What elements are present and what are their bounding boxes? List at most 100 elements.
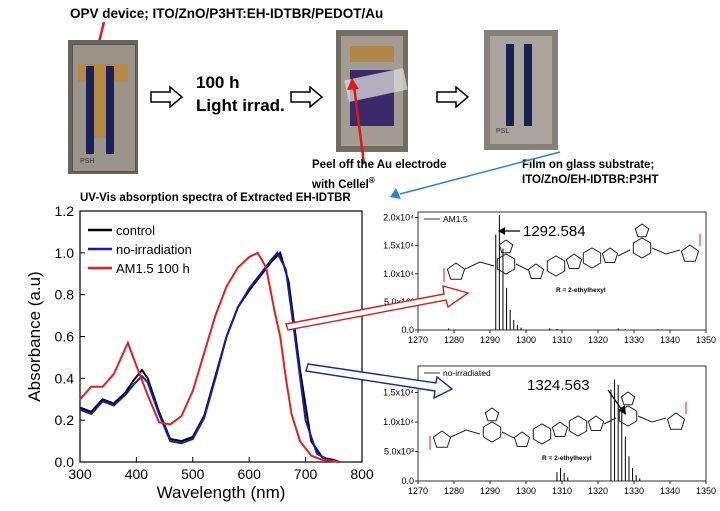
ms-xtick-label: 1320 [588, 335, 608, 345]
thiophene-ring-left [527, 263, 545, 279]
uvvis-xtick-label: 700 [294, 466, 318, 482]
ms-xtick-label: 1300 [516, 486, 536, 496]
rhodanine-ring-left [446, 262, 466, 280]
peel-caption-line2: with Cellel [312, 178, 369, 191]
uvvis-title: UV-Vis absorption spectra of Extracted E… [80, 192, 351, 204]
uvvis-ytick-label: 0.4 [55, 370, 75, 386]
ms-ytick-label: 5.0x10³ [384, 447, 414, 457]
ms-legend-label: AM1.5 [443, 214, 468, 224]
ms-xtick-label: 1310 [552, 335, 572, 345]
vinyl-link-right [637, 415, 667, 423]
uvvis-series-line [79, 251, 340, 463]
link-1 [515, 263, 529, 271]
vinyl-link-left [450, 429, 481, 438]
ms-xtick-label: 1340 [660, 486, 680, 496]
film-caption-line2: ITO/ZnO/EH-IDTBR:P3HT [522, 174, 659, 186]
ms-xtick-label: 1290 [480, 486, 500, 496]
ms-ytick-label: 1.5x10⁴ [383, 388, 414, 398]
rhodanine-ring-right [666, 412, 686, 430]
ms-peak-label: 1292.584 [523, 223, 586, 240]
ms-ytick-label: 0.0 [401, 325, 414, 335]
thiadiazole-ring-right [620, 391, 636, 406]
photo-opv-device: PSH [68, 40, 138, 174]
step1-line1: 100 h [196, 73, 240, 92]
photo3-corner-text: PSL [496, 128, 510, 135]
benzothiadiazole-ring-left [496, 253, 516, 275]
ms-xtick-label: 1350 [696, 486, 716, 496]
link-2 [617, 249, 631, 257]
ms-xtick-label: 1330 [624, 335, 644, 345]
photo1-corner-text: PSH [80, 158, 95, 165]
thiophene-ring-right [587, 415, 605, 431]
uvvis-ytick-label: 0.8 [55, 287, 75, 303]
thiadiazole-ring-left [498, 239, 514, 254]
molecule-structure-no-irradiated [429, 391, 687, 450]
uvvis-xtick-label: 400 [125, 466, 149, 482]
process-arrow-2 [290, 86, 324, 108]
uvvis-legend-label: no-irradiation [116, 242, 192, 257]
uvvis-legend-label: AM1.5 100 h [116, 261, 190, 276]
ms-xtick-label: 1280 [444, 335, 464, 345]
step1-line2: Light irrad. [196, 96, 285, 115]
peel-pointer-arrow [347, 78, 366, 165]
benzothiadiazole-ring-right [632, 237, 652, 259]
photo-film-substrate: PSL [484, 30, 558, 150]
film-caption: Film on glass substrate; ITO/ZnO/EH-IDTB… [522, 158, 659, 188]
molecule-structure-am15 [443, 223, 701, 282]
uvvis-ytick-label: 1.0 [55, 245, 75, 261]
process-arrow-3 [436, 86, 470, 108]
thiophene-ring-left [513, 431, 531, 447]
peel-caption: Peel off the Au electrode with Cellel® [312, 158, 446, 193]
substituent-label: R = 2-ethylhexyl [556, 287, 606, 294]
ms-xtick-label: 1290 [480, 335, 500, 345]
uvvis-ylabel: Absorbance (a.u) [25, 271, 44, 401]
vinyl-link-left [464, 261, 495, 270]
ms-ytick-label: 0.0 [401, 476, 414, 486]
ms-xtick-label: 1350 [696, 335, 716, 345]
ms-xtick-label: 1300 [516, 335, 536, 345]
uvvis-xtick-label: 800 [350, 466, 374, 482]
film-caption-line1: Film on glass substrate; [522, 159, 655, 171]
ms-xtick-label: 1280 [444, 486, 464, 496]
photo-peeling [336, 30, 408, 152]
link-2 [603, 417, 617, 425]
device-label: OPV device; ITO/ZnO/P3HT:EH-IDTBR/PEDOT/… [70, 6, 384, 21]
substituent-label: R = 2-ethylhexyl [542, 455, 592, 462]
rhodanine-ring-right [680, 244, 700, 262]
ms-legend-label: no-irradiated [443, 368, 491, 378]
indacene-ring-2 [551, 421, 569, 437]
ms-ytick-label: 2.0x10⁴ [383, 213, 414, 223]
uvvis-series-line [79, 251, 340, 463]
uvvis-ytick-label: 0.2 [55, 412, 75, 428]
blue-connecting-arrow [305, 363, 454, 400]
uvvis-xtick-label: 600 [238, 466, 262, 482]
benzothiadiazole-ring-left [482, 421, 502, 443]
uvvis-xtick-label: 500 [181, 466, 205, 482]
rhodanine-ring-left [432, 430, 452, 448]
indacene-ring-3 [582, 247, 602, 269]
ms-xtick-label: 1270 [408, 335, 428, 345]
ms-xtick-label: 1340 [660, 335, 680, 345]
indacene-ring-1 [546, 255, 566, 277]
uvvis-xlabel: Wavelength (nm) [157, 483, 286, 502]
link-1 [501, 431, 515, 439]
thiadiazole-ring-right [634, 223, 650, 238]
uvvis-legend-label: control [116, 223, 155, 238]
indacene-ring-3 [568, 415, 588, 437]
ms-ytick-label: 1.0x10⁴ [383, 417, 414, 427]
ms-peak-arrow-head [498, 227, 505, 235]
benzothiadiazole-ring-right [618, 405, 638, 427]
ms-xtick-label: 1310 [552, 486, 572, 496]
ms-xtick-label: 1270 [408, 486, 428, 496]
film-to-chart-arrow [390, 151, 561, 199]
uvvis-xtick-label: 300 [68, 466, 92, 482]
ms-plot-frame [417, 211, 707, 331]
ms-peak-arrow [607, 389, 623, 411]
vinyl-link-right [651, 247, 681, 255]
uvvis-ytick-label: 0.6 [55, 329, 75, 345]
indacene-ring-1 [532, 423, 552, 445]
ms-peak-label: 1324.563 [527, 377, 590, 394]
